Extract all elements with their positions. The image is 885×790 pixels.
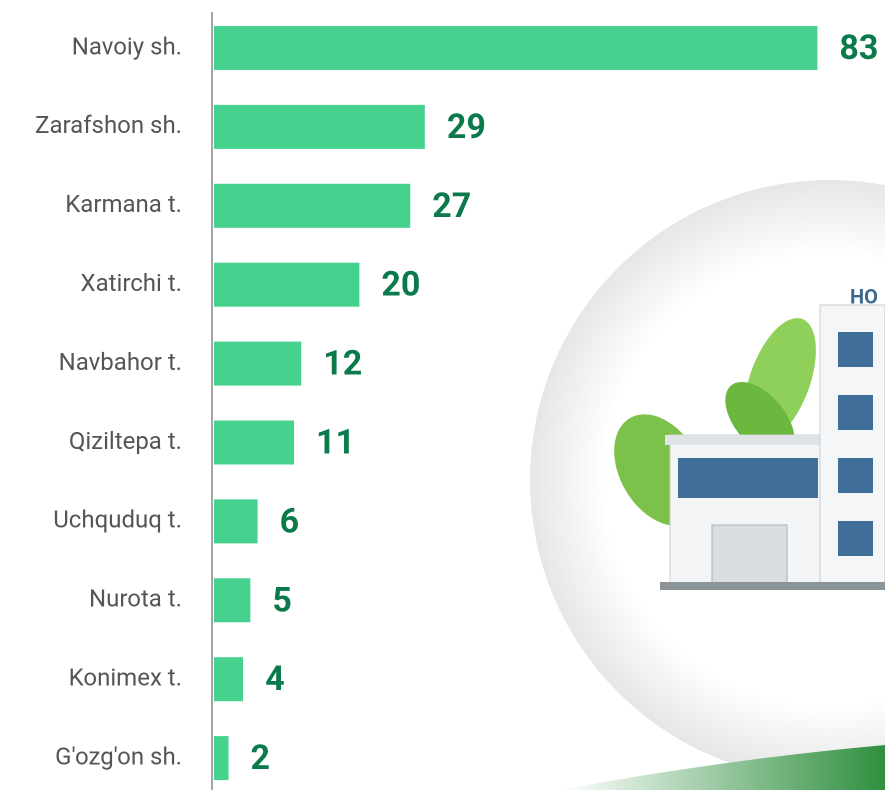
value-label: 5 (272, 580, 292, 620)
value-label: 83 (839, 28, 878, 68)
value-label: 6 (280, 501, 300, 541)
bar (214, 183, 411, 228)
category-label: Qiziltepa t. (69, 427, 182, 455)
bar (214, 578, 251, 623)
category-label: Nurota t. (89, 585, 182, 613)
bar (214, 420, 294, 465)
category-label: Karmana t. (65, 190, 182, 218)
door (711, 524, 788, 586)
value-label: 20 (381, 265, 420, 305)
category-label: Navoiy sh. (72, 32, 182, 60)
bar (214, 499, 258, 544)
sign: HO (850, 284, 878, 308)
window (838, 521, 873, 556)
bar (214, 26, 818, 70)
bar (214, 657, 244, 702)
category-label: Uchquduq t. (53, 506, 182, 534)
roof (665, 435, 835, 445)
category-label: Navbahor t. (59, 348, 182, 376)
window (838, 395, 873, 430)
bar (214, 341, 302, 386)
value-label: 27 (432, 186, 471, 226)
category-label: G'ozg'on sh. (55, 742, 182, 770)
illustration: HO (530, 180, 885, 790)
base (660, 582, 885, 590)
bar (214, 262, 360, 307)
value-label: 29 (447, 107, 486, 147)
value-label: 2 (251, 738, 271, 778)
swoosh (560, 745, 885, 790)
category-label: Xatirchi t. (81, 269, 182, 297)
bar (214, 736, 229, 781)
value-label: 12 (323, 344, 362, 384)
windows (678, 458, 818, 498)
window (838, 332, 873, 367)
category-label: Zarafshon sh. (35, 111, 182, 139)
value-label: 11 (316, 422, 355, 462)
bar (214, 104, 425, 149)
category-label: Konimex t. (69, 664, 182, 692)
value-label: 4 (265, 659, 285, 699)
window (838, 458, 873, 493)
